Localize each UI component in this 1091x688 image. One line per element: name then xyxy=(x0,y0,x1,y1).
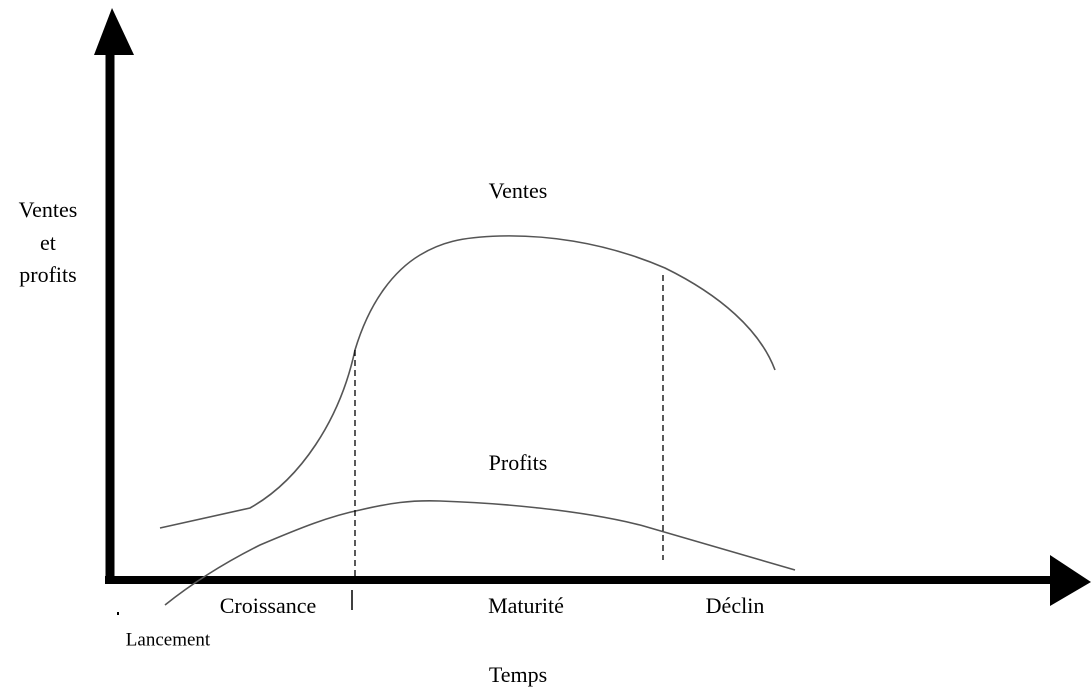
curve-label: Profits xyxy=(489,450,548,475)
stage-label: Croissance xyxy=(220,593,317,618)
y-axis-label: Ventes xyxy=(19,197,78,222)
y-axis-label: et xyxy=(40,230,56,255)
curve-label: Ventes xyxy=(489,178,548,203)
y-axis-label: profits xyxy=(19,262,76,287)
x-axis-label: Temps xyxy=(489,662,547,687)
profits-curve xyxy=(164,500,796,606)
sales-curve xyxy=(159,235,776,529)
x-arrow xyxy=(1050,555,1091,606)
stage-label: Déclin xyxy=(706,593,765,618)
stage-label: Maturité xyxy=(488,593,564,618)
stage-label: Lancement xyxy=(126,629,211,650)
dot xyxy=(117,612,119,615)
y-arrow xyxy=(94,8,134,55)
